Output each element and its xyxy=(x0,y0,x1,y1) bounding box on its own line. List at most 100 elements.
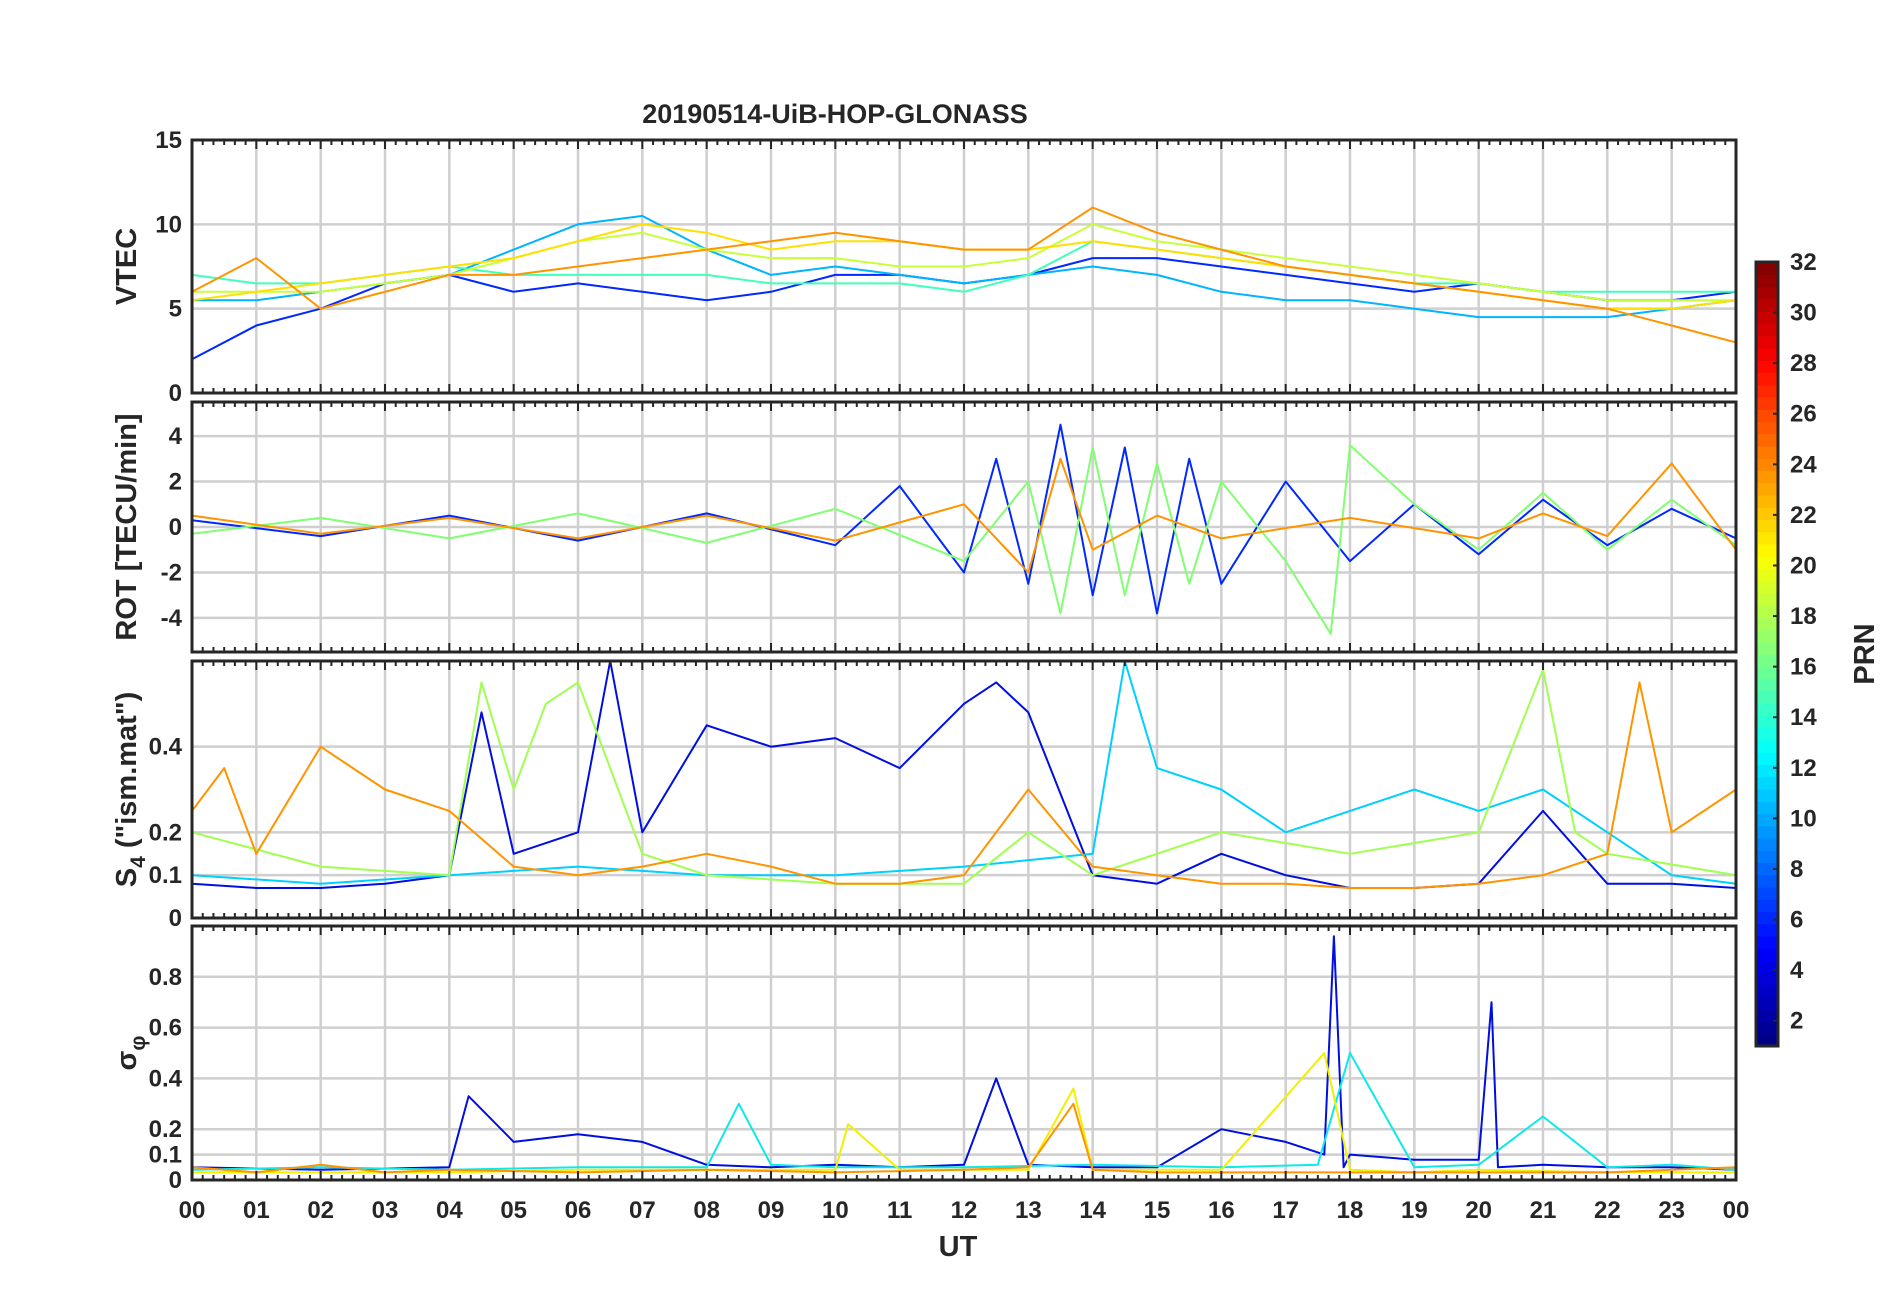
colorbar-swatch xyxy=(1756,739,1778,753)
panel-s4: 0 0.1 0.2 0.4S4 ("ism.mat") xyxy=(111,659,1738,932)
colorbar-swatch xyxy=(1756,850,1778,864)
colorbar-swatch xyxy=(1756,262,1778,276)
colorbar-swatch xyxy=(1756,874,1778,888)
x-tick-label: 00 xyxy=(1723,1197,1750,1224)
x-tick-label: 09 xyxy=(758,1197,785,1224)
colorbar-tick-label: 2 xyxy=(1790,1008,1803,1035)
colorbar-swatch xyxy=(1756,568,1778,582)
colorbar-swatch xyxy=(1756,1033,1778,1047)
chart-title: 20190514-UiB-HOP-GLONASS xyxy=(642,99,1028,129)
axis-ticks xyxy=(191,926,1737,1180)
y-tick-label: 5 xyxy=(169,296,182,323)
colorbar-swatch xyxy=(1756,617,1778,631)
x-tick-label: 07 xyxy=(629,1197,656,1224)
colorbar-swatch xyxy=(1756,948,1778,962)
colorbar-swatch xyxy=(1756,654,1778,668)
colorbar-tick-label: 8 xyxy=(1790,856,1803,883)
colorbar-swatch xyxy=(1756,715,1778,729)
colorbar-tick-label: 10 xyxy=(1790,805,1817,832)
colorbar-swatch xyxy=(1756,666,1778,680)
colorbar-swatches xyxy=(1756,262,1778,1047)
colorbar-swatch xyxy=(1756,335,1778,349)
y-tick-label: 4 xyxy=(169,423,183,450)
x-tick-label: 22 xyxy=(1594,1197,1621,1224)
colorbar-tick-label: 12 xyxy=(1790,755,1817,782)
colorbar-tick-label: 22 xyxy=(1790,502,1817,529)
colorbar-tick-label: 20 xyxy=(1790,552,1817,579)
colorbar-swatch xyxy=(1756,286,1778,300)
x-tick-label: 18 xyxy=(1337,1197,1364,1224)
y-tick-label: 0 xyxy=(169,514,182,541)
colorbar-tick-label: 16 xyxy=(1790,654,1817,681)
colorbar-swatch xyxy=(1756,360,1778,374)
y-axis-label-rot: ROT [TECU/min] xyxy=(111,413,143,640)
x-tick-label: 08 xyxy=(693,1197,720,1224)
series-line-prn-24 xyxy=(192,457,1736,574)
y-tick-label: 0.2 xyxy=(149,1116,182,1143)
x-tick-label: 23 xyxy=(1658,1197,1685,1224)
y-tick-label: 0.4 xyxy=(149,734,183,761)
colorbar-swatch xyxy=(1756,298,1778,312)
x-tick-label: 10 xyxy=(822,1197,849,1224)
colorbar-swatch xyxy=(1756,899,1778,913)
x-tick-label: 02 xyxy=(307,1197,334,1224)
x-tick-label: 04 xyxy=(436,1197,463,1224)
colorbar-swatch xyxy=(1756,507,1778,521)
colorbar-swatch xyxy=(1756,972,1778,986)
colorbar-tick-label: 28 xyxy=(1790,350,1817,377)
x-tick-label: 00 xyxy=(179,1197,206,1224)
colorbar-swatch xyxy=(1756,690,1778,704)
colorbar-swatch xyxy=(1756,813,1778,827)
colorbar-swatch xyxy=(1756,997,1778,1011)
y-tick-label: 0.1 xyxy=(149,1142,182,1169)
axis-ticks xyxy=(191,661,1737,918)
x-tick-label: 11 xyxy=(887,1197,912,1224)
colorbar-swatch xyxy=(1756,433,1778,447)
colorbar-swatch xyxy=(1756,519,1778,533)
colorbar-swatch xyxy=(1756,274,1778,288)
colorbar-swatch xyxy=(1756,605,1778,619)
x-tick-label: 13 xyxy=(1015,1197,1042,1224)
y-tick-label: 0.1 xyxy=(149,862,182,889)
x-tick-label: 15 xyxy=(1144,1197,1171,1224)
series-line-prn-24 xyxy=(192,681,1736,889)
colorbar-swatch xyxy=(1756,1009,1778,1023)
colorbar-swatch xyxy=(1756,629,1778,643)
panel-vtec: 0 5 10 15 VTEC xyxy=(111,127,1738,407)
y-tick-label: 0.2 xyxy=(149,819,182,846)
x-tick-label: 01 xyxy=(243,1197,270,1224)
y-axis-label-sigma_phi: σφ xyxy=(111,1036,150,1071)
series-group xyxy=(192,206,1736,361)
y-tick-label: 2 xyxy=(169,469,182,496)
x-tick-label: 14 xyxy=(1079,1197,1106,1224)
series-line-prn-2 xyxy=(192,935,1736,1171)
x-tick-label: 06 xyxy=(565,1197,592,1224)
y-tick-label: 0 xyxy=(169,905,182,932)
x-tick-label: 05 xyxy=(500,1197,527,1224)
y-tick-label: -4 xyxy=(161,605,183,632)
series-group xyxy=(192,661,1736,889)
colorbar-swatch xyxy=(1756,470,1778,484)
colorbar-tick-label: 30 xyxy=(1790,300,1817,327)
colorbar-swatch xyxy=(1756,396,1778,410)
colorbar-swatch xyxy=(1756,445,1778,459)
colorbar-swatch xyxy=(1756,458,1778,472)
colorbar-swatch xyxy=(1756,482,1778,496)
colorbar-swatch xyxy=(1756,531,1778,545)
colorbar-swatch xyxy=(1756,347,1778,361)
colorbar-swatch xyxy=(1756,862,1778,876)
y-tick-label: 0.8 xyxy=(149,964,182,991)
colorbar-swatch xyxy=(1756,911,1778,925)
colorbar-swatch xyxy=(1756,580,1778,594)
colorbar-tick-label: 32 xyxy=(1790,249,1817,276)
colorbar-swatch xyxy=(1756,960,1778,974)
colorbar-swatch xyxy=(1756,494,1778,508)
colorbar-tick-label: 6 xyxy=(1790,907,1803,934)
colorbar-tick-label: 4 xyxy=(1790,957,1804,984)
panel-rot: -4 -2 0 2 4 ROT [TECU/min] xyxy=(111,400,1738,654)
x-tick-label: 19 xyxy=(1401,1197,1428,1224)
colorbar-swatch xyxy=(1756,764,1778,778)
colorbar-swatch xyxy=(1756,788,1778,802)
